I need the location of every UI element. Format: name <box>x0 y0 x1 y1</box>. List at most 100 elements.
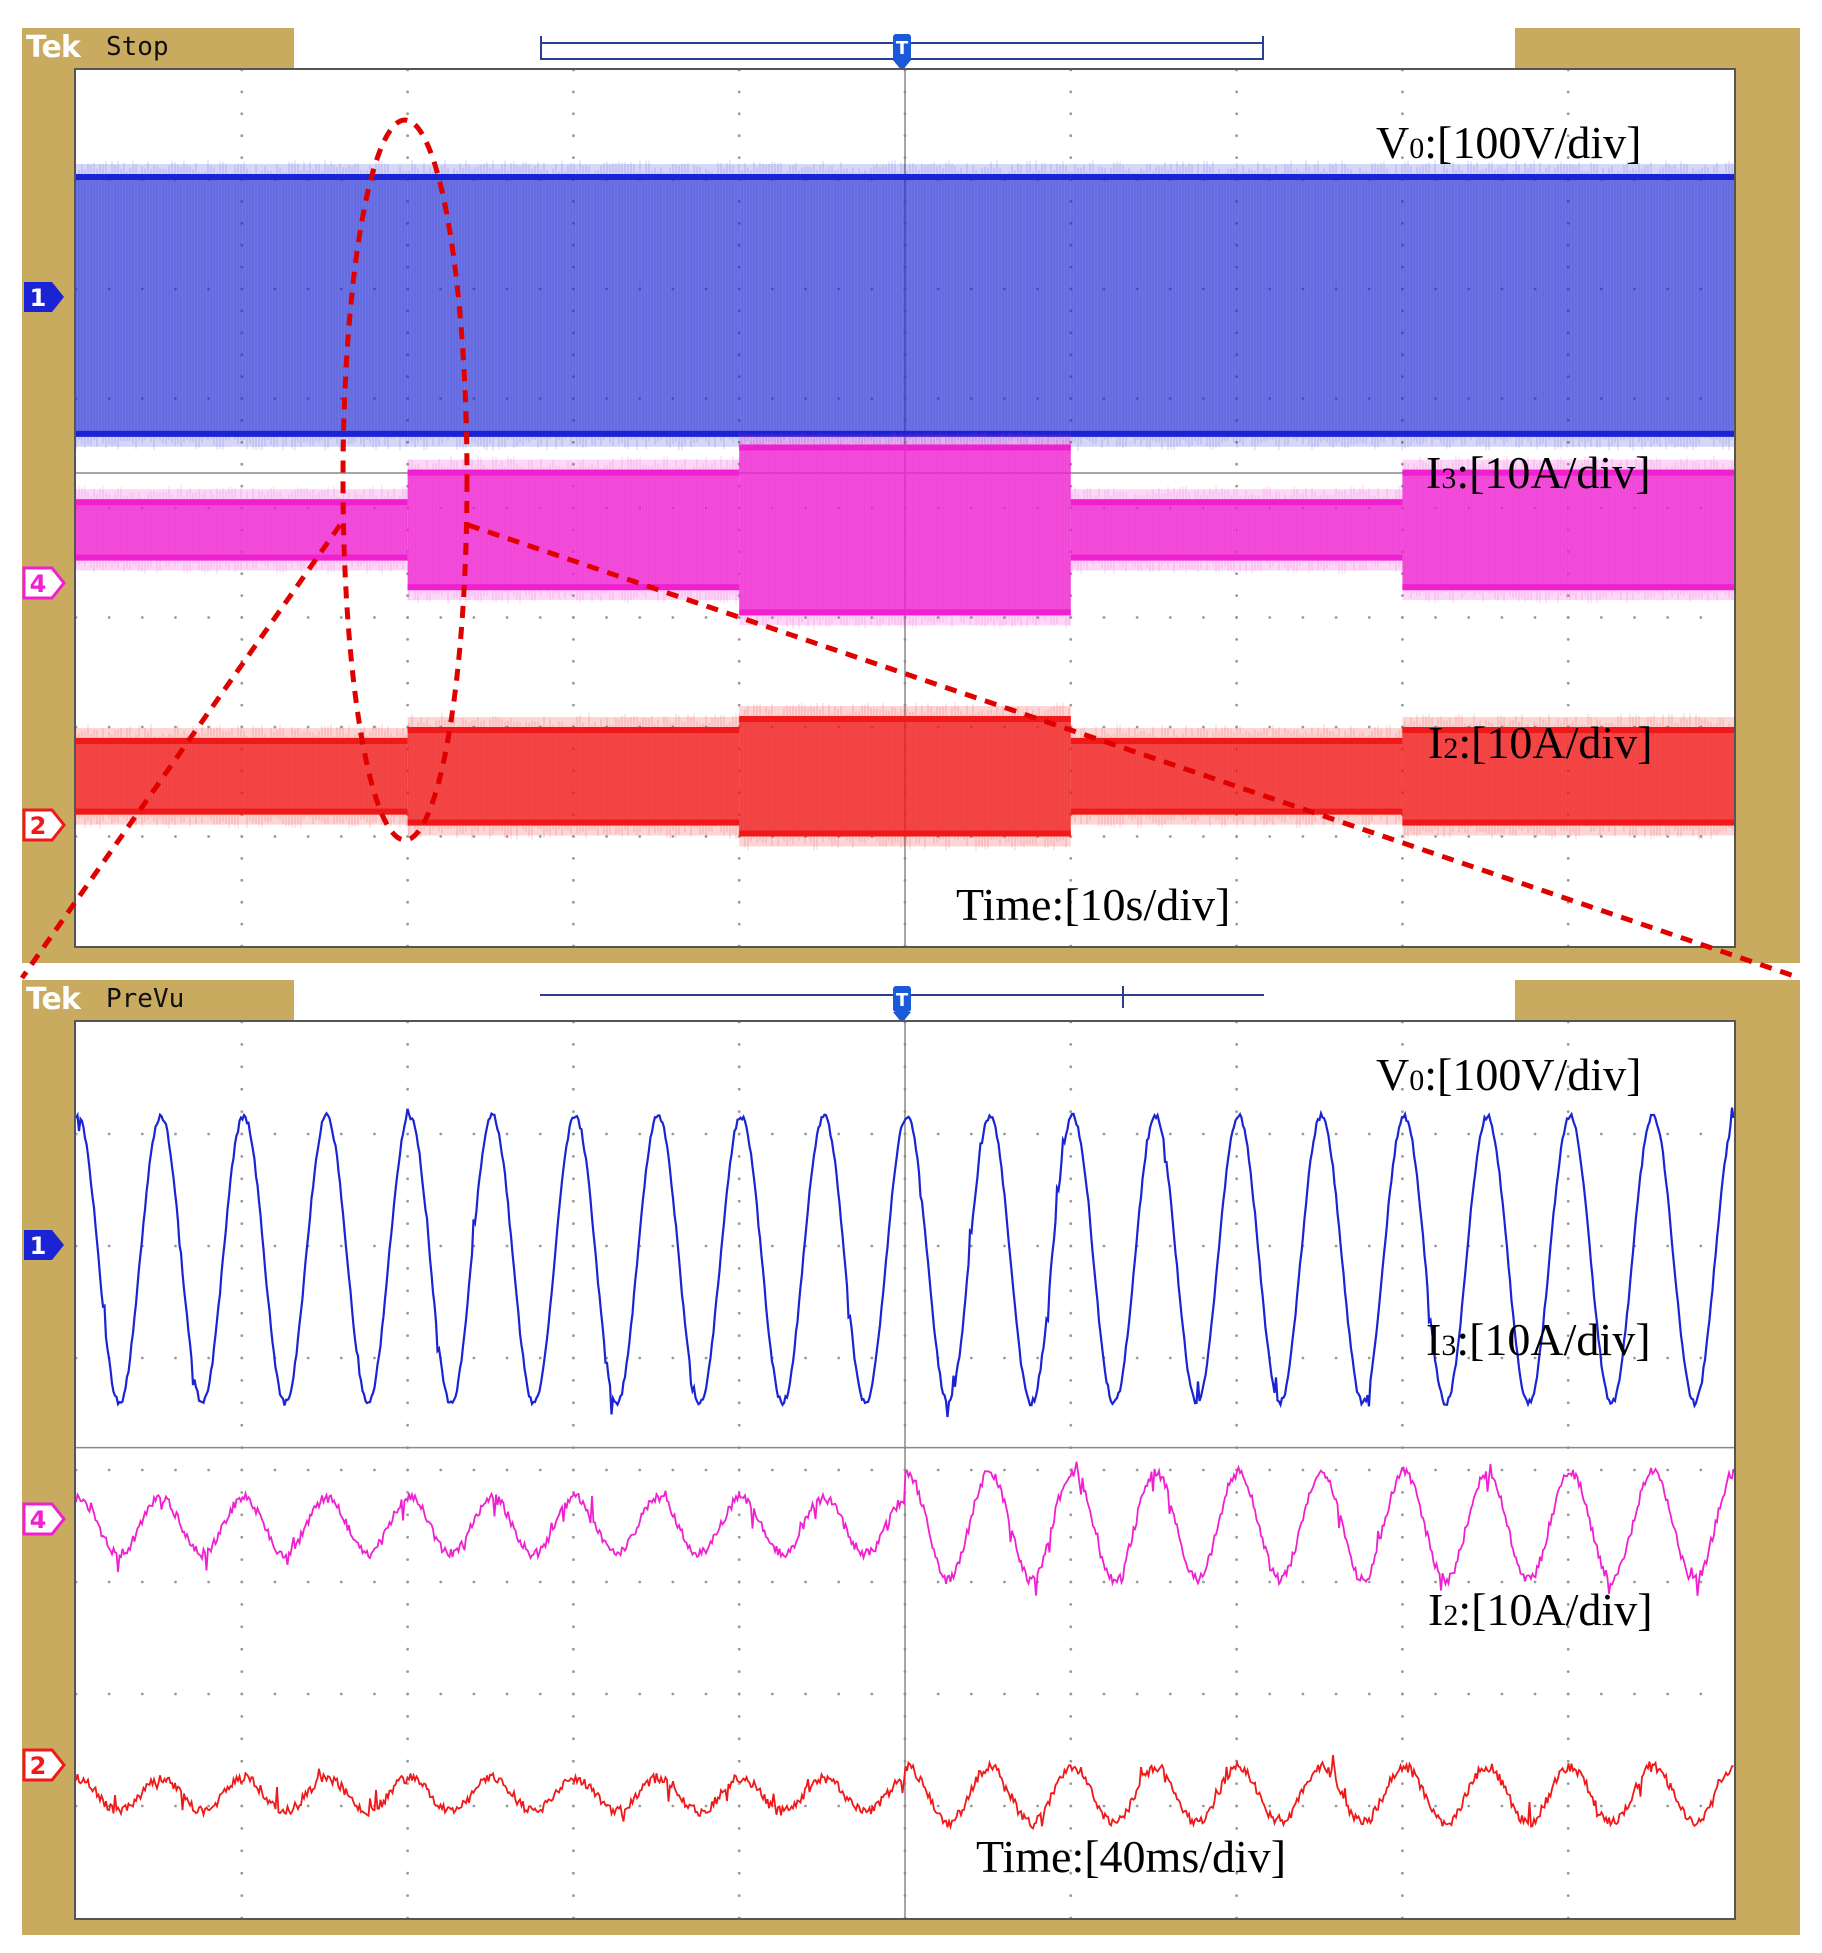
grid-dot <box>140 1132 144 1136</box>
grid-dot <box>1235 90 1238 94</box>
grid-dot <box>1301 616 1305 619</box>
svg-text:T: T <box>896 990 909 1011</box>
grid-dot <box>1566 1087 1570 1091</box>
grid-dot <box>1566 1647 1570 1651</box>
grid-dot <box>140 1804 144 1808</box>
envelope-band <box>1402 174 1734 437</box>
grid-dot <box>605 1468 608 1472</box>
grid-dot <box>1334 1244 1338 1248</box>
grid-dot <box>1401 1177 1404 1181</box>
grid-dot <box>240 900 244 904</box>
grid-dot <box>572 1692 575 1696</box>
grid-dot <box>1533 1244 1537 1248</box>
grid-dot <box>472 616 476 619</box>
grid-dot <box>273 1468 277 1472</box>
grid-dot <box>572 1087 575 1091</box>
v0-scale-label: V0:[100V/div] <box>1376 1052 1641 1098</box>
grid-dot <box>207 616 211 619</box>
i3-scale-label: I3:[10A/div] <box>1426 450 1651 496</box>
grid-dot <box>406 1737 409 1741</box>
grid-dot <box>572 1804 575 1808</box>
grid-dot <box>572 1737 575 1741</box>
grid-dot <box>240 1849 244 1853</box>
grid-dot <box>737 878 741 882</box>
grid-dot <box>406 1625 409 1629</box>
channel-1-marker: 1 <box>24 1230 64 1260</box>
waveform-plot <box>76 70 1734 946</box>
grid-dot <box>572 90 575 94</box>
grid-dot <box>1036 1244 1040 1248</box>
grid-dot <box>936 1580 940 1584</box>
grid-dot <box>737 638 741 641</box>
grid-dot <box>240 1916 244 1918</box>
grid-dot <box>1401 1087 1404 1091</box>
grid-dot <box>704 1356 708 1360</box>
grid-dot <box>1069 1043 1073 1046</box>
grid-dot <box>1235 1782 1238 1785</box>
grid-dot <box>1235 1334 1238 1337</box>
grid-dot <box>936 1804 940 1808</box>
grid-dot <box>737 1311 741 1315</box>
grid-dot <box>572 616 575 619</box>
grid-dot <box>737 440 741 444</box>
grid-dot <box>737 1401 741 1405</box>
envelope-edge <box>739 430 1071 437</box>
grid-dot <box>240 1132 244 1136</box>
grid-dot <box>1533 1580 1537 1584</box>
grid-dot <box>1069 1244 1073 1248</box>
grid-dot <box>1566 878 1570 882</box>
grid-dot <box>339 1580 343 1584</box>
grid-dot <box>572 878 575 882</box>
grid-dot <box>737 659 741 663</box>
grid-dot <box>406 1804 409 1808</box>
grid-dot <box>1003 1804 1006 1808</box>
grid-dot <box>1500 1356 1504 1360</box>
grid-dot <box>240 1379 244 1382</box>
grid-dot <box>1069 857 1073 860</box>
grid-dot <box>1235 659 1238 663</box>
grid-dot <box>936 1468 940 1472</box>
channel-4-number: 4 <box>30 1506 47 1534</box>
grid-dot <box>671 1804 675 1808</box>
grid-dot <box>1599 1132 1603 1136</box>
grid-dot <box>671 1132 675 1136</box>
grid-dot <box>1434 1804 1437 1808</box>
grid-dot <box>207 1804 211 1808</box>
grid-dot <box>572 1423 575 1427</box>
grid-dot <box>572 1401 575 1405</box>
grid-dot <box>804 1580 807 1584</box>
grid-dot <box>76 1804 78 1808</box>
grid-dot <box>505 1580 509 1584</box>
grid-dot <box>207 1692 211 1696</box>
grid-dot <box>1235 922 1238 926</box>
grid-dot <box>1533 1692 1537 1696</box>
grid-dot <box>1401 1132 1404 1136</box>
grid-dot <box>1102 835 1106 838</box>
grid-dot <box>737 1267 741 1270</box>
grid-dot <box>174 835 177 838</box>
grid-dot <box>1367 1356 1371 1360</box>
grid-dot <box>1069 1401 1073 1405</box>
grid-dot <box>140 835 144 838</box>
series-V0-envelope <box>76 160 1734 451</box>
grid-dot <box>107 1468 111 1472</box>
grid-dot <box>76 1132 78 1136</box>
scope-title-bar: Tek Stop T <box>22 28 1800 71</box>
grid-dot <box>406 638 409 641</box>
grid-dot <box>1533 1132 1537 1136</box>
grid-dot <box>1434 1132 1437 1136</box>
grid-dot <box>572 703 575 707</box>
grid-dot <box>406 922 409 926</box>
grid-dot <box>1566 1491 1570 1494</box>
grid-dot <box>406 1043 409 1046</box>
grid-dot <box>1069 1065 1073 1069</box>
grid-dot <box>1666 1244 1670 1248</box>
grid-dot <box>837 1804 841 1808</box>
grid-dot <box>240 1043 244 1046</box>
grid-dot <box>1235 1849 1238 1853</box>
grid-dot <box>572 1043 575 1046</box>
grid-dot <box>1401 70 1404 72</box>
grid-dot <box>240 616 244 619</box>
grid-dot <box>1566 1535 1570 1539</box>
grid-dot <box>1268 1132 1272 1136</box>
